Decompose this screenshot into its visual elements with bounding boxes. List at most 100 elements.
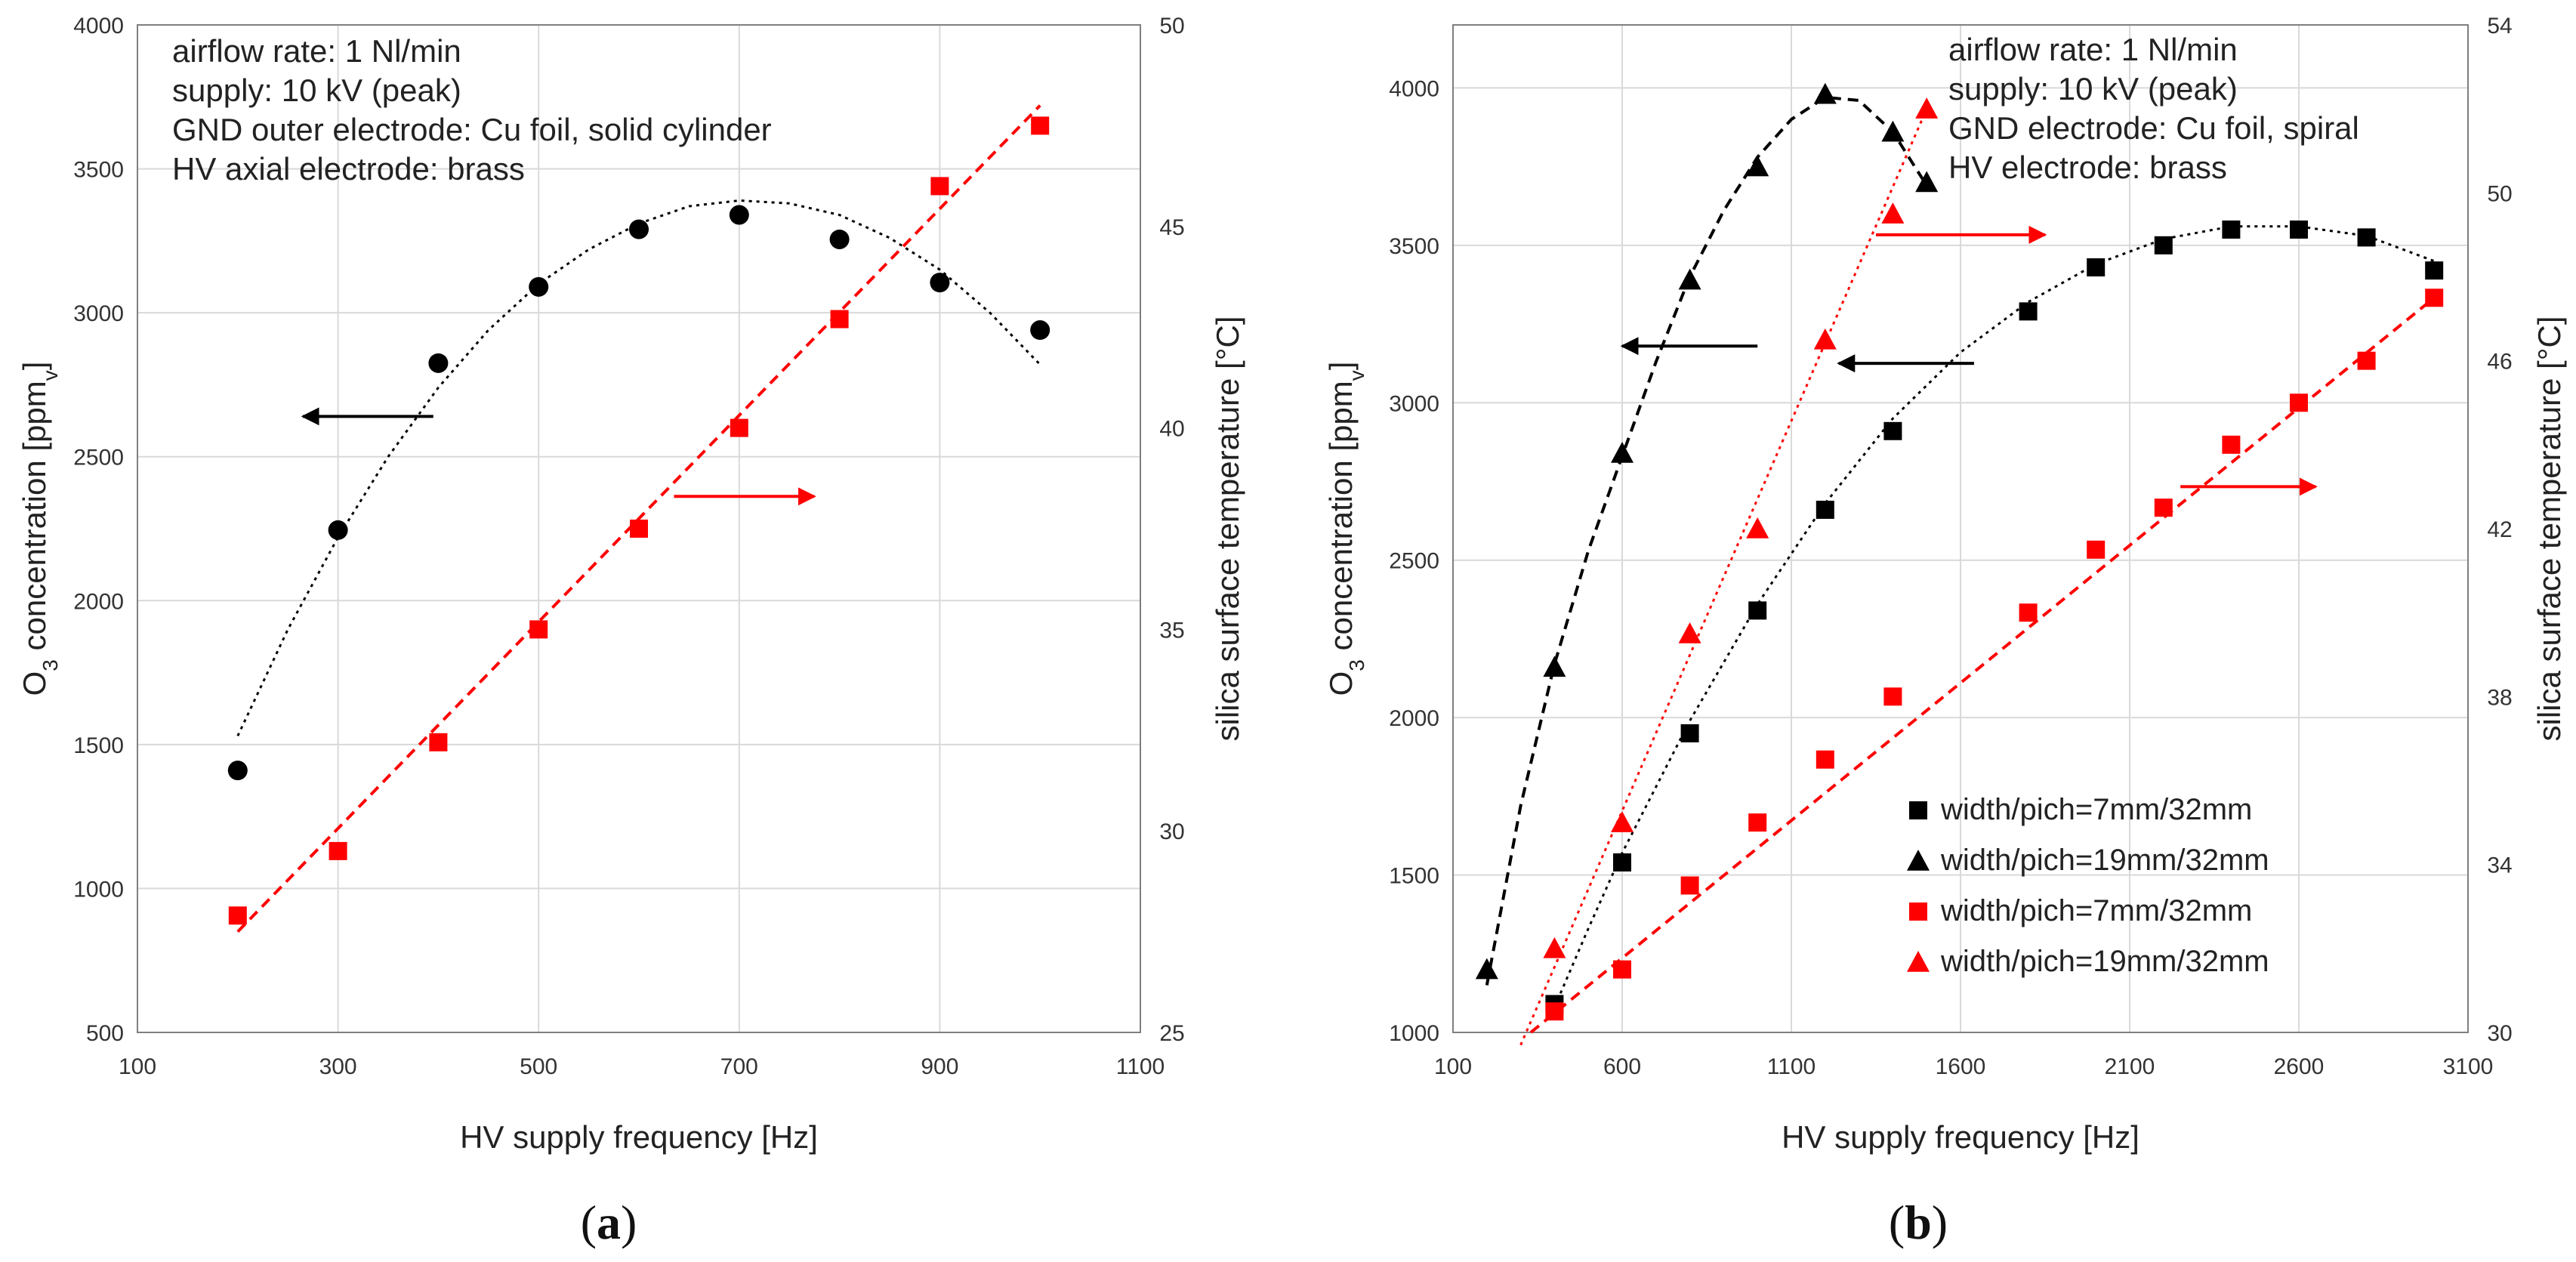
series-0-point-6 (829, 229, 850, 249)
series-3-point-5 (1881, 202, 1905, 224)
plot-frame (1452, 24, 2469, 1033)
markers-a (227, 116, 1050, 925)
series-3-point-4 (1813, 328, 1837, 350)
series-1-point-5 (730, 418, 748, 437)
series-0-point-3 (529, 276, 549, 297)
trendline-0 (236, 199, 1041, 737)
legend-marker-point-0 (1909, 801, 1927, 819)
x-axis-title: HV supply frequency [Hz] (1782, 1119, 2139, 1155)
annotation-a: airflow rate: 1 Nl/min supply: 10 kV (pea… (172, 33, 772, 187)
series-0-point-5 (1883, 421, 1902, 440)
legend-marker-point-1 (1907, 850, 1930, 871)
series-0-point-3 (1748, 601, 1767, 620)
series-2-point-12 (2425, 289, 2444, 307)
series-0-point-4 (1816, 500, 1834, 519)
y-right-tick-label: 30 (2487, 1021, 2512, 1046)
y-left-tick-label: 3500 (1389, 234, 1439, 259)
series-3-point-6 (1915, 97, 1939, 119)
x-axis-title: HV supply frequency [Hz] (460, 1119, 818, 1155)
y-right-tick-label: 30 (1159, 819, 1184, 844)
series-2-point-2 (1680, 876, 1699, 895)
legend-item: width/pich=7mm/32mm (1909, 894, 2252, 927)
panel-label-b: (b) (1889, 1196, 1948, 1249)
x-tick-label: 700 (720, 1054, 758, 1079)
y-right-tick-label: 54 (2487, 14, 2512, 39)
series-1-point-1 (329, 841, 347, 860)
series-1-point-0 (1475, 958, 1498, 980)
annotation-line: airflow rate: 1 Nl/min (172, 33, 461, 69)
series-2-point-3 (1748, 813, 1767, 832)
series-0-point-8 (2154, 236, 2173, 255)
axis-titles-b: HV supply frequency [Hz] O3 concentration… (1323, 316, 2567, 1155)
series-3 (1543, 97, 1939, 958)
y-right-axis-title: silica surface temperature [°C] (2531, 316, 2567, 741)
x-tick-label: 900 (921, 1054, 958, 1079)
annotation-line: GND outer electrode: Cu foil, solid cyli… (172, 112, 772, 147)
series-0-point-1 (1613, 853, 1631, 872)
annotation-line: GND electrode: Cu foil, spiral (1948, 110, 2359, 146)
y-left-tick-label: 2000 (1389, 706, 1439, 731)
y-left-tick-label: 2500 (1389, 549, 1439, 574)
series-1-point-1 (1543, 656, 1566, 677)
x-tick-label: 500 (520, 1054, 557, 1079)
series-2-point-4 (1816, 750, 1834, 769)
y-left-tick-label: 1000 (73, 877, 124, 902)
x-tick-label: 100 (1434, 1054, 1472, 1079)
x-tick-label: 100 (119, 1054, 156, 1079)
y-right-tick-label: 35 (1159, 618, 1184, 643)
series-2-point-11 (2357, 351, 2376, 370)
series-0-point-2 (428, 353, 449, 373)
y-left-tick-label: 500 (86, 1021, 124, 1046)
y-left-tick-label: 2500 (73, 446, 124, 471)
plot-frame (137, 24, 1141, 1033)
annotation-line: supply: 10 kV (peak) (1948, 71, 2238, 106)
series-1 (228, 116, 1050, 925)
y-right-tick-label: 45 (1159, 215, 1184, 240)
legend-marker-point-2 (1909, 903, 1927, 921)
series-0 (227, 205, 1050, 781)
legend-label: width/pich=19mm/32mm (1940, 945, 2269, 978)
arrows-b (1620, 225, 2318, 496)
series-3-point-2 (1678, 622, 1701, 643)
y-left-tick-label: 3500 (73, 158, 124, 183)
y-left-tick-label: 2000 (73, 589, 124, 614)
series-1-point-7 (930, 177, 949, 196)
series-1-point-5 (1813, 82, 1837, 104)
y-right-tick-label: 50 (2487, 181, 2512, 206)
plot-area-b (1452, 25, 2469, 1033)
y-left-tick-label: 4000 (1389, 76, 1439, 101)
axes-b: 100 600 1100 1600 2100 2600 3100 1000 1500 2000 25… (1389, 14, 2512, 1079)
panel-label-a: (a) (581, 1196, 637, 1249)
series-2-point-1 (1613, 960, 1631, 979)
series-0-point-8 (1030, 320, 1050, 341)
series-0 (1545, 220, 2444, 1014)
series-0-point-9 (2222, 220, 2241, 239)
axes-a: 100 300 500 700 900 1100 500 1000 1500 2000 2500 30… (73, 14, 1184, 1079)
y-left-tick-label: 1500 (1389, 864, 1439, 889)
y-left-axis-title: O3 concentration [ppmv] (1323, 362, 1368, 696)
series-0-point-4 (629, 219, 649, 239)
x-tick-label: 3100 (2443, 1054, 2494, 1079)
series-1-point-7 (1915, 171, 1939, 193)
series-1-point-6 (830, 310, 849, 329)
legend-item: width/pich=7mm/32mm (1909, 793, 2252, 826)
y-left-tick-label: 4000 (73, 14, 124, 39)
x-tick-label: 1100 (1116, 1054, 1165, 1079)
y-right-tick-label: 38 (2487, 685, 2512, 710)
series-1 (1475, 82, 1939, 980)
trendline-2 (1529, 296, 2436, 1034)
y-left-axis-title: O3 concentration [ppmv] (17, 362, 62, 696)
series-2-point-0 (1545, 1002, 1564, 1021)
series-2-point-5 (1883, 687, 1902, 706)
series-0-point-12 (2425, 261, 2444, 280)
series-1-point-6 (1881, 120, 1905, 142)
y-right-tick-label: 40 (1159, 417, 1184, 442)
series-1-point-8 (1031, 116, 1050, 135)
legend-label: width/pich=19mm/32mm (1940, 844, 2269, 877)
y-right-tick-label: 50 (1159, 14, 1184, 39)
annotation-b: airflow rate: 1 Nl/min supply: 10 kV (pea… (1948, 32, 2359, 185)
y-right-tick-label: 25 (1159, 1021, 1184, 1046)
series-2-point-9 (2222, 435, 2241, 454)
series-1-point-2 (429, 733, 448, 751)
